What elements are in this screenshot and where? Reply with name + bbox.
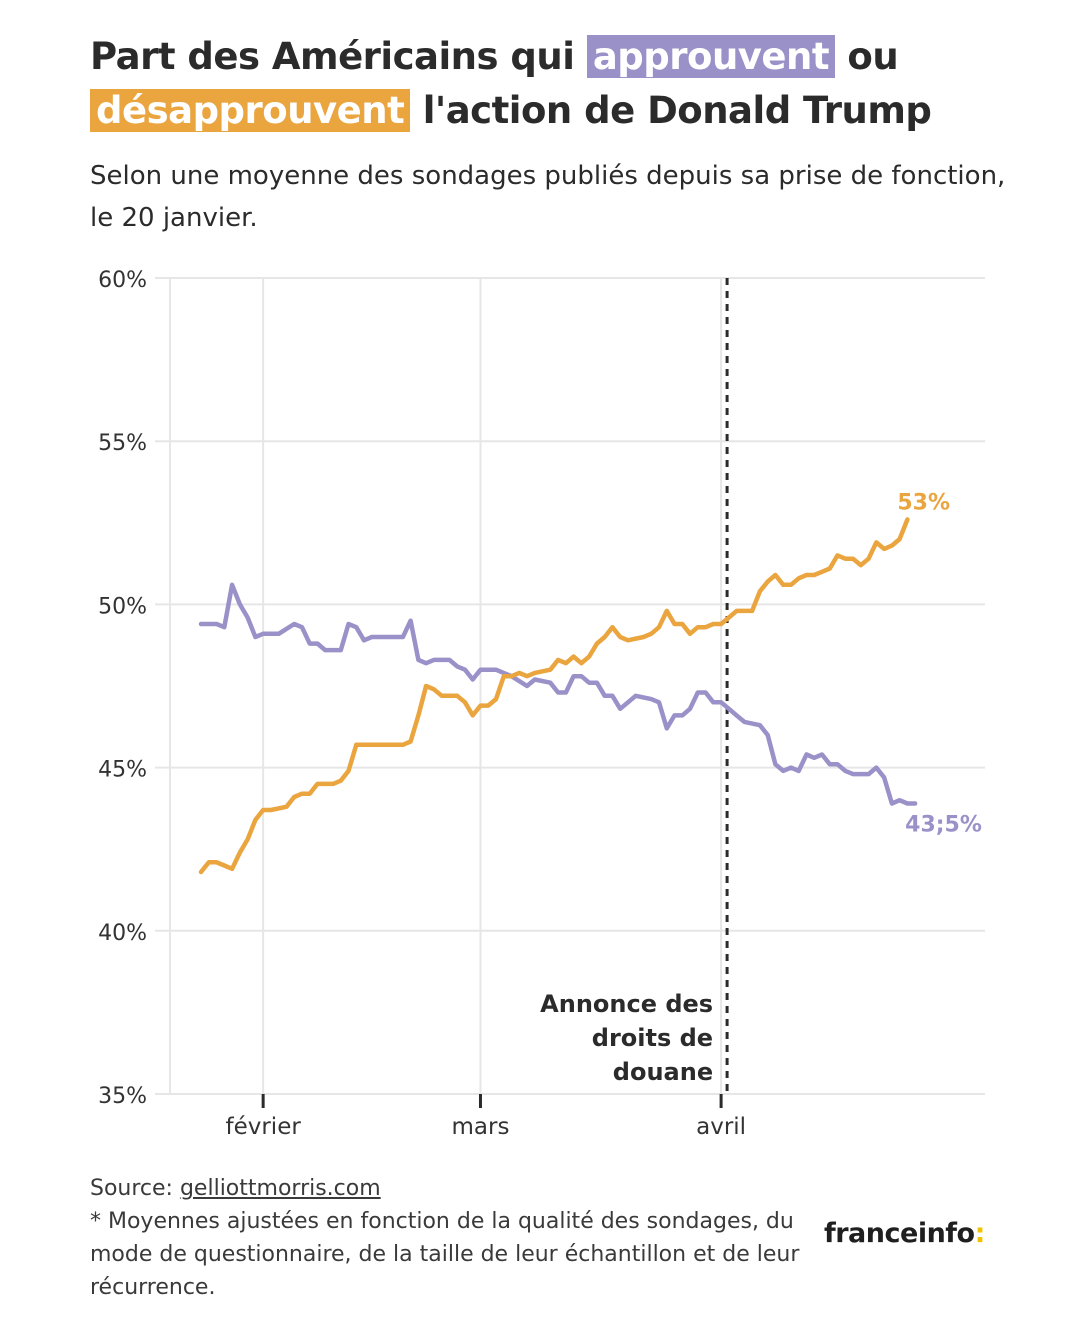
methodology-note: * Moyennes ajustées en fonction de la qu… (90, 1209, 800, 1300)
chart-subtitle: Selon une moyenne des sondages publiés d… (90, 161, 1006, 233)
source-prefix: Source: (90, 1176, 180, 1201)
source-note: Source: gelliottmorris.com * Moyennes aj… (90, 1172, 830, 1304)
source-link[interactable]: gelliottmorris.com (179, 1176, 381, 1201)
end-value-label-disapprove: 53% (897, 491, 950, 516)
x-tick-label: avril (696, 1114, 746, 1140)
series-line-approve (198, 582, 918, 806)
title-part-2: ou (847, 35, 899, 78)
chart-title: Part des Américains qui approuvent ou dés… (90, 30, 1050, 138)
title-highlight-approuvent: approuvent (586, 35, 836, 78)
annotation-text-line: Annonce des (540, 990, 713, 1018)
title-part-1: Part des Américains qui (90, 35, 575, 78)
end-value-label-approve: 43;5% (905, 813, 982, 838)
title-part-3: l'action de Donald Trump (422, 89, 932, 132)
series-line-disapprove (198, 517, 910, 875)
annotation-text-line: douane (613, 1058, 713, 1086)
franceinfo-logo: franceinfo: (824, 1218, 985, 1249)
y-tick-label: 35% (98, 1084, 147, 1109)
x-tick-label: mars (451, 1114, 509, 1140)
grid-lines: 35% 40% 45% 50% 55% 60% février mars avril (98, 268, 985, 1140)
x-tick-label: février (225, 1114, 301, 1140)
line-chart: 35% 40% 45% 50% 55% 60% février mars avril 43;5%… (98, 268, 985, 1140)
y-tick-label: 40% (98, 921, 147, 946)
source-line: Source: gelliottmorris.com (90, 1172, 830, 1205)
logo-colon: : (974, 1218, 986, 1249)
annotation-text-line: droits de (592, 1024, 713, 1052)
y-tick-label: 45% (98, 758, 147, 783)
logo-text: franceinfo (824, 1218, 975, 1249)
title-highlight-desapprouvent: désapprouvent (90, 89, 411, 132)
y-tick-label: 50% (98, 594, 147, 619)
chart-marks: 43;5% 53% Annonce des droits de douane (198, 278, 982, 1094)
y-tick-label: 55% (98, 431, 147, 456)
y-tick-label: 60% (98, 268, 147, 293)
